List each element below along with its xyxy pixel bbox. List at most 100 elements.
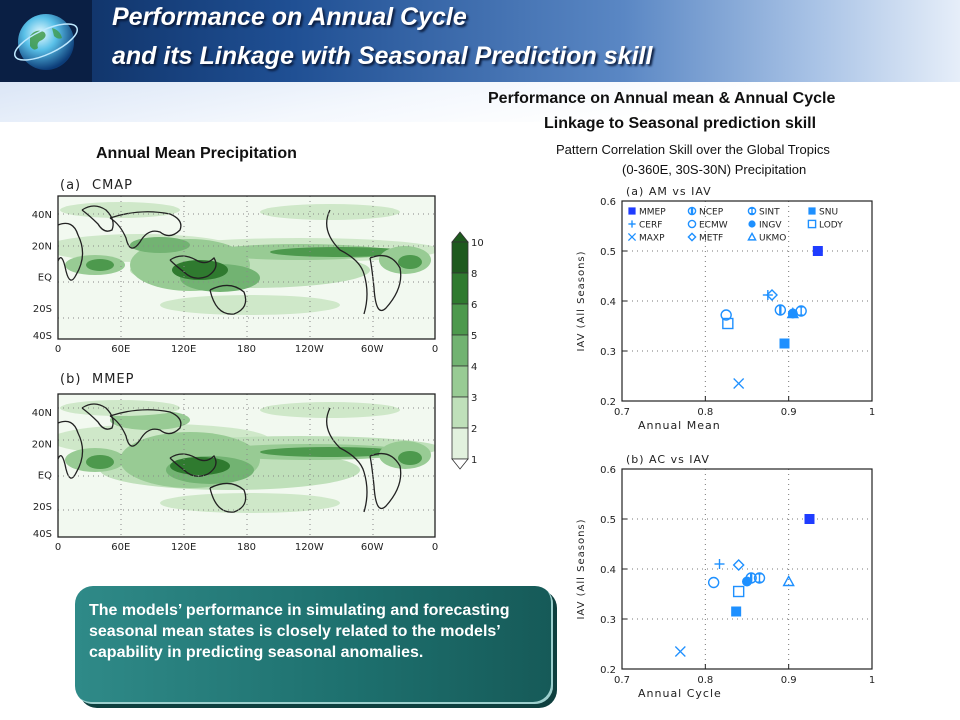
scatter-ac-vs-iav: (b) AC vs IAV 0.2 0.3 0.4 0.5 0.6 0.7 0.8 0.9 1 An…	[576, 453, 875, 700]
lon-label: 0	[55, 344, 61, 355]
x-tick-label: 0.9	[781, 675, 797, 686]
point-cerf	[714, 559, 725, 569]
marker-filled-square	[808, 207, 816, 215]
colorbar-segment	[451, 365, 469, 398]
map-b-lon-labels: 0 60E 120E 180 120W 60W 0	[55, 542, 438, 553]
marker-x-b	[627, 232, 637, 242]
map-b-title: MMEP	[92, 372, 135, 387]
marker-x-b	[674, 646, 686, 657]
colorbar-segment	[451, 334, 469, 367]
point-snu	[779, 338, 790, 349]
precipitation-maps: (a) CMAP 40N 20N EQ 20S 40S 0 60E 1 2	[32, 178, 484, 553]
y-tick-label: 0.3	[600, 347, 616, 358]
marker-filled-circle	[742, 576, 752, 587]
colorbar-tick-label: 1	[471, 455, 477, 466]
marker-x-b	[733, 378, 745, 389]
summary-callout-text: The models’ performance in simulating an…	[89, 602, 510, 661]
point-ncep	[774, 304, 787, 316]
point-snu	[731, 606, 742, 617]
y-tick-label: 0.5	[600, 247, 616, 258]
x-tick-label: 1	[869, 675, 875, 686]
lat-label: 40S	[33, 331, 52, 342]
x-tick-label: 0.8	[697, 407, 713, 418]
y-tick-label: 0.3	[600, 615, 616, 626]
point-sint	[753, 572, 766, 584]
y-tick-label: 0.6	[600, 197, 616, 208]
legend-label: UKMO	[759, 234, 786, 244]
x-tick-label: 1	[869, 407, 875, 418]
colorbar-tick-label: 4	[471, 362, 477, 373]
legend-item-ncep: NCEP	[687, 206, 724, 218]
map-a-title: CMAP	[92, 178, 133, 193]
lon-label: 0	[432, 542, 438, 553]
lon-label: 180	[237, 542, 256, 553]
y-axis-label: IAV (All Seasons)	[576, 250, 587, 351]
x-tick-label: 0.7	[614, 675, 630, 686]
marker-diamond	[687, 232, 697, 242]
header-bar	[0, 0, 960, 82]
map-b-border	[57, 393, 436, 538]
lat-label: 20N	[32, 439, 52, 450]
colorbar-tick-label: 2	[471, 424, 477, 435]
map-a-panel-label: (a)	[60, 178, 81, 193]
lon-label: 0	[55, 542, 61, 553]
lon-label: 60E	[111, 344, 130, 355]
marker-triangle	[782, 575, 795, 587]
point-metf	[732, 559, 745, 571]
precip-colorbar: 10 8 6 5 4 3 2 1	[451, 231, 484, 470]
right-heading-line2: Linkage to Seasonal prediction skill	[544, 115, 817, 132]
x-tick-label: 0.7	[614, 407, 630, 418]
lon-label: 60W	[361, 542, 384, 553]
point-lody	[722, 317, 734, 330]
marker-circle	[687, 219, 697, 229]
lon-label: 60W	[361, 344, 384, 355]
marker-filled-square	[731, 606, 742, 617]
legend-label: SINT	[759, 208, 780, 218]
colorbar-arrow-icon	[451, 231, 469, 243]
scatter-am-vs-iav: (a) AM vs IAV 0.2 0.3 0.4 0.5 0.6 0.7 0.8 0.9 1 An…	[576, 185, 875, 432]
lat-label: 20S	[33, 304, 52, 315]
right-subheading-line1: Pattern Correlation Skill over the Globa…	[556, 142, 830, 157]
lat-label: 20S	[33, 502, 52, 513]
lat-label: 40S	[33, 529, 52, 540]
legend-item-sint: SINT	[747, 206, 780, 218]
summary-callout: The models’ performance in simulating an…	[75, 586, 553, 704]
x-tick-label: 0.8	[697, 675, 713, 686]
map-a-lon-labels: 0 60E 120E 180 120W 60W 0	[55, 344, 438, 355]
legend-item-snu: SNU	[808, 207, 838, 218]
marker-circle	[707, 576, 720, 589]
marker-filled-square	[628, 207, 636, 215]
legend-item-maxp: MAXP	[627, 232, 665, 244]
legend-label: LODY	[819, 221, 843, 231]
point-metf	[766, 289, 778, 301]
marker-filled-circle	[748, 220, 756, 228]
point-maxp	[674, 646, 686, 657]
legend-label: NCEP	[699, 208, 724, 218]
colorbar-segment	[451, 241, 469, 274]
right-subheading-line2: (0-360E, 30S-30N) Precipitation	[622, 162, 807, 177]
colorbar-tick-label: 8	[471, 269, 477, 280]
map-b-lat-labels: 40N 20N EQ 20S 40S	[32, 408, 52, 540]
legend-label: CERF	[639, 221, 662, 231]
lon-label: 120E	[171, 344, 196, 355]
marker-circle-ibar	[753, 572, 766, 584]
marker-diamond	[766, 289, 778, 301]
map-a-border	[57, 195, 436, 340]
legend-label: METF	[699, 234, 723, 244]
legend-label: INGV	[759, 221, 782, 231]
slide-title-line1: Performance on Annual Cycle	[112, 3, 467, 31]
header-swoosh	[0, 82, 960, 122]
legend-label: SNU	[819, 208, 838, 218]
marker-filled-square	[812, 246, 823, 256]
colorbar-arrow-icon	[451, 458, 469, 470]
marker-filled-circle	[787, 308, 798, 319]
legend-item-metf: METF	[687, 232, 723, 244]
colorbar-tick-label: 10	[471, 238, 484, 249]
point-mmep	[804, 514, 815, 524]
legend-item-ingv: INGV	[748, 220, 782, 231]
x-axis-label: Annual Mean	[638, 419, 721, 432]
lon-label: 0	[432, 344, 438, 355]
lat-label: 20N	[32, 241, 52, 252]
colorbar-segment	[451, 272, 469, 305]
map-a-lat-labels: 40N 20N EQ 20S 40S	[32, 210, 52, 342]
